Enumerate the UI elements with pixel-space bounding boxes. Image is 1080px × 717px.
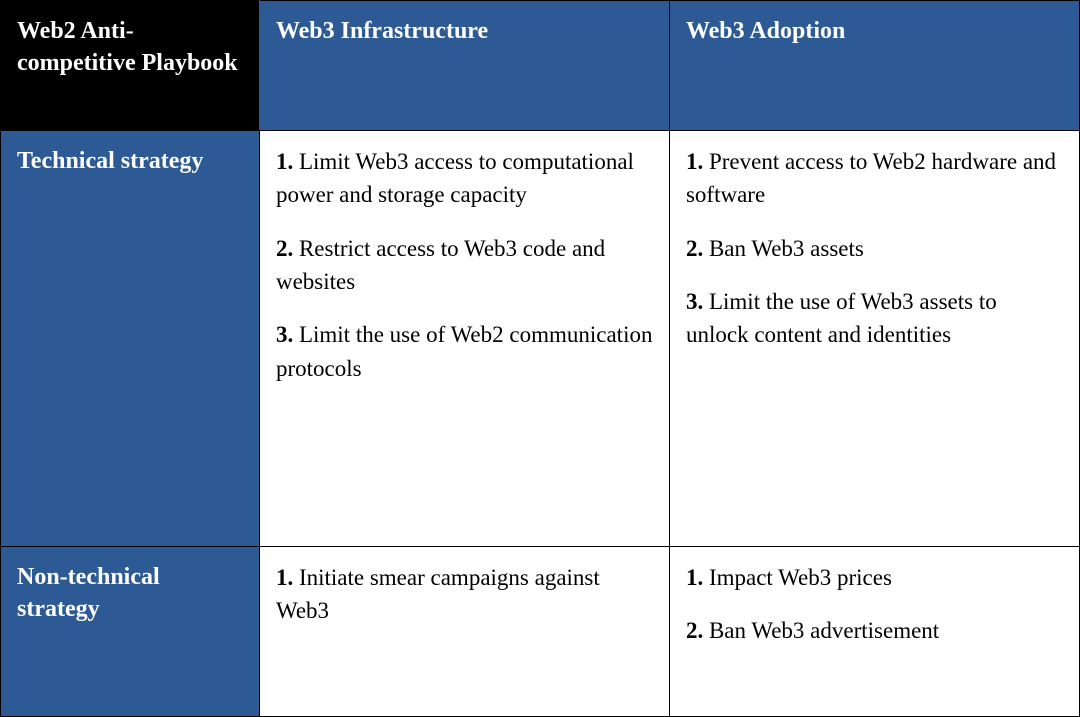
item-number: 1. <box>686 565 703 590</box>
row-header-nontechnical: Non-technical strategy <box>1 547 260 717</box>
list-item: 1. Limit Web3 access to computational po… <box>276 145 653 212</box>
table: Web2 Anti-competitive Playbook Web3 Infr… <box>0 0 1080 717</box>
header-row: Web2 Anti-competitive Playbook Web3 Infr… <box>1 1 1080 131</box>
list-item: 1. Prevent access to Web2 hardware and s… <box>686 145 1063 212</box>
item-number: 2. <box>686 236 703 261</box>
column-header-infrastructure: Web3 Infrastructure <box>259 1 669 131</box>
row-nontechnical: Non-technical strategy 1. Initiate smear… <box>1 547 1080 717</box>
item-number: 3. <box>686 289 703 314</box>
cell-nontechnical-adoption: 1. Impact Web3 prices 2. Ban Web3 advert… <box>669 547 1079 717</box>
item-text: Limit Web3 access to computational power… <box>276 149 634 207</box>
item-number: 2. <box>686 618 703 643</box>
corner-header: Web2 Anti-competitive Playbook <box>1 1 260 131</box>
list-item: 3. Limit the use of Web3 assets to unloc… <box>686 285 1063 352</box>
item-number: 3. <box>276 322 293 347</box>
item-number: 1. <box>276 149 293 174</box>
row-technical: Technical strategy 1. Limit Web3 access … <box>1 131 1080 547</box>
column-header-adoption: Web3 Adoption <box>669 1 1079 131</box>
item-number: 1. <box>686 149 703 174</box>
list-item: 2. Ban Web3 advertisement <box>686 614 1063 647</box>
item-text: Ban Web3 advertisement <box>709 618 939 643</box>
comparison-table: Web2 Anti-competitive Playbook Web3 Infr… <box>0 0 1080 716</box>
item-text: Ban Web3 assets <box>709 236 864 261</box>
item-text: Restrict access to Web3 code and website… <box>276 236 605 294</box>
item-text: Impact Web3 prices <box>709 565 892 590</box>
item-number: 1. <box>276 565 293 590</box>
item-text: Prevent access to Web2 hardware and soft… <box>686 149 1056 207</box>
item-text: Limit the use of Web2 communication prot… <box>276 322 653 380</box>
list-item: 2. Restrict access to Web3 code and webs… <box>276 232 653 299</box>
list-item: 2. Ban Web3 assets <box>686 232 1063 265</box>
item-text: Initiate smear campaigns against Web3 <box>276 565 600 623</box>
item-number: 2. <box>276 236 293 261</box>
list-item: 1. Impact Web3 prices <box>686 561 1063 594</box>
cell-technical-adoption: 1. Prevent access to Web2 hardware and s… <box>669 131 1079 547</box>
list-item: 3. Limit the use of Web2 communication p… <box>276 318 653 385</box>
cell-technical-infrastructure: 1. Limit Web3 access to computational po… <box>259 131 669 547</box>
list-item: 1. Initiate smear campaigns against Web3 <box>276 561 653 628</box>
cell-nontechnical-infrastructure: 1. Initiate smear campaigns against Web3 <box>259 547 669 717</box>
item-text: Limit the use of Web3 assets to unlock c… <box>686 289 997 347</box>
row-header-technical: Technical strategy <box>1 131 260 547</box>
